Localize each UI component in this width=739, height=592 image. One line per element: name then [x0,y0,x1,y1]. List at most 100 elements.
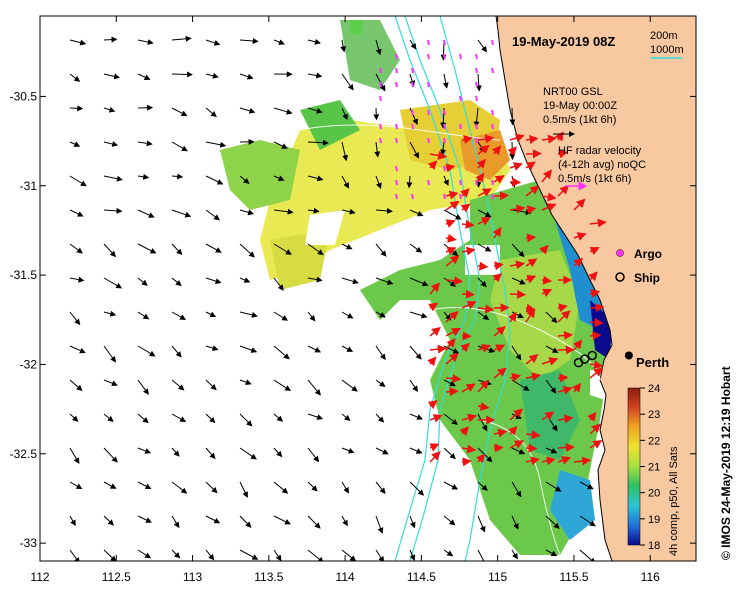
hf-vector [589,367,604,379]
hf-vector [460,203,471,213]
plot-frame [39,15,697,562]
model-vector [137,39,154,45]
y-tick-label: -31.5 [10,268,38,282]
model-vector [375,345,386,361]
model-vector [103,549,117,561]
hf-vector [461,383,476,393]
model-vector [443,515,456,526]
model-vector [409,209,424,217]
argo-vector [395,81,398,88]
model-vector [205,39,221,46]
model-vector [103,175,123,182]
hf-vector [507,146,517,156]
hf-vector [525,354,539,365]
hf-vector [477,144,490,155]
hf-vector [429,344,447,354]
model-vector [477,515,486,533]
model-vector [171,345,182,358]
hf-vector [589,289,601,298]
hf-vector [572,382,582,393]
hf-vector [573,257,584,268]
model-vector [477,481,488,491]
model-vector [477,243,492,252]
argo-vector [427,137,430,144]
model-vector [443,379,456,387]
model-vector [171,515,180,529]
model-vector [545,311,558,324]
hf-label-line2: (4-12h avg) noQC [558,159,646,171]
hf-vector [573,232,587,241]
hf-vector [541,411,555,421]
model-vector [273,107,293,115]
model-vector [137,549,152,559]
hf-vector [572,339,583,351]
hf-vector [477,217,491,226]
argo-vector [379,95,382,102]
model-vector [171,35,192,42]
argo-vector [459,179,462,186]
model-vector [477,39,488,53]
hf-vector [509,133,525,143]
model-vector [273,311,289,321]
model-vector [307,207,320,214]
model-vector [171,71,193,78]
model-vector [205,175,224,185]
model-vector [545,515,560,529]
argo-vector [427,53,430,60]
model-vector [443,175,449,187]
model-vector [171,447,180,457]
model-vector [307,413,324,420]
colorbar-tick-label: 23 [648,409,660,421]
model-vector [171,379,185,391]
model-vector [409,345,422,360]
model-vector [545,481,562,492]
hf-vector [445,374,462,384]
argo-vector [475,179,478,186]
model-vector [511,447,526,455]
hf-vector [541,134,558,144]
hf-vector [509,204,526,214]
hf-vector [445,337,456,351]
hf-vector [525,430,541,440]
model-vector [545,379,557,394]
y-tick-label: -31 [20,179,38,193]
model-vector [205,107,217,118]
model-vector [205,379,217,391]
hf-vector [541,288,553,298]
model-vector [69,515,76,527]
hf-vector [541,203,557,212]
hf-vector [477,261,489,271]
model-vector [137,379,149,395]
model-vector [103,447,118,463]
hf-vector [493,344,506,353]
hf-vector [427,160,438,170]
model-vector [511,549,518,560]
hf-vector [525,372,542,382]
hf-vector [525,185,540,197]
model-vector [103,36,118,43]
hf-vector [539,244,549,255]
model-vector [273,481,289,494]
model-vector [307,345,322,353]
argo-vector [427,179,430,186]
model-vector [273,413,284,422]
model-vector [341,481,350,494]
y-tick-label: -32 [20,357,38,371]
model-vector [409,379,418,393]
model-vector [341,243,353,250]
hf-vector [541,357,559,366]
hf-vector [557,442,575,452]
colorbar-tick-label: 19 [648,514,660,526]
model-vector [475,73,482,92]
model-vector [375,413,385,423]
model-vector [307,243,324,256]
model-vector [103,379,118,387]
x-tick-label: 113 [183,570,202,584]
map-title: 19-May-2019 08Z [512,34,615,49]
hf-vector [557,310,571,323]
model-vector [103,310,117,317]
hf-vector [541,456,556,466]
model-vector [171,243,183,256]
hf-vector [428,302,439,312]
model-vector [239,175,250,184]
